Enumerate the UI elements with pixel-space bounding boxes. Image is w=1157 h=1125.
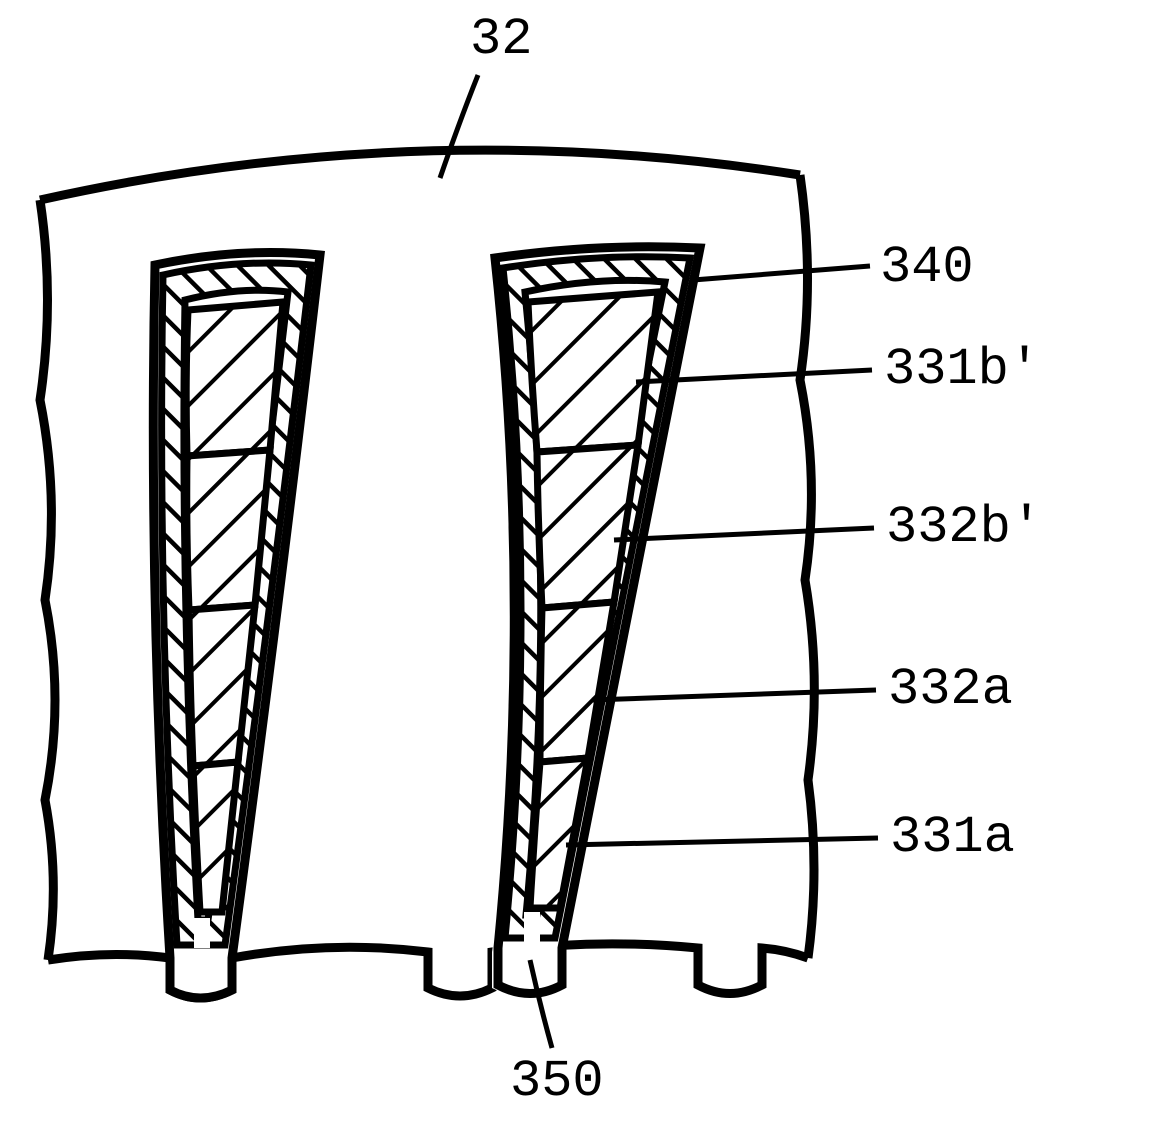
label-331a: 331a [890,808,1015,867]
right-slot-final [495,247,700,994]
left-segment-1 [186,302,283,456]
label-332b-prime: 332b' [886,498,1042,557]
label-350: 350 [510,1052,604,1111]
patent-figure [0,0,1157,1125]
label-332a: 332a [888,660,1013,719]
left-segment-2 [187,450,270,610]
label-331b-prime: 331b' [884,340,1040,399]
label-32: 32 [470,10,532,69]
right-segment-1-top [528,292,658,452]
left-slot [153,253,320,998]
label-340: 340 [880,238,974,297]
